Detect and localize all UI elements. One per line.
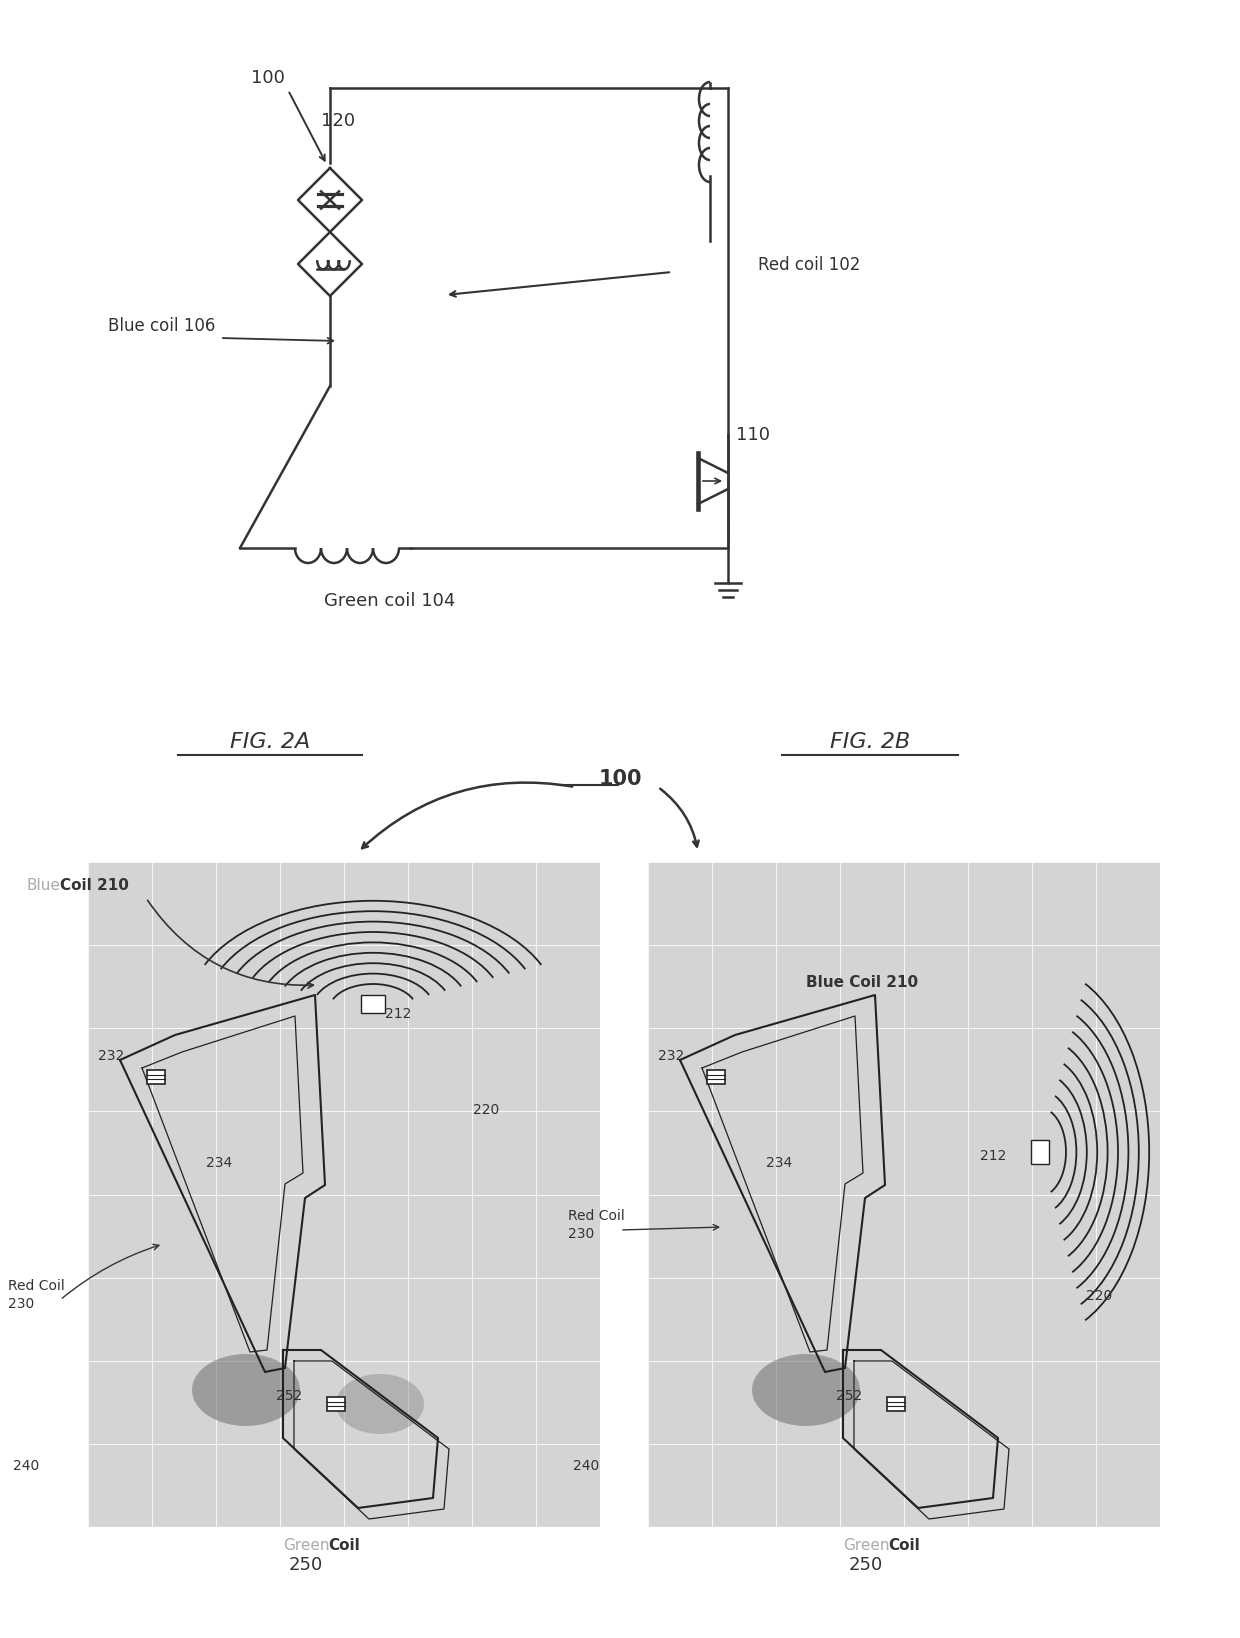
Text: 250: 250 — [849, 1556, 883, 1574]
Text: Green coil 104: Green coil 104 — [325, 591, 455, 609]
Text: FIG. 2A: FIG. 2A — [229, 732, 310, 752]
Text: 100: 100 — [250, 69, 285, 87]
Text: 212: 212 — [980, 1148, 1007, 1163]
Text: Coil 210: Coil 210 — [60, 878, 129, 893]
Text: 110: 110 — [737, 426, 770, 444]
Text: 252: 252 — [277, 1389, 303, 1404]
Bar — [887, 1397, 905, 1410]
Ellipse shape — [751, 1355, 861, 1427]
Text: FIG. 2B: FIG. 2B — [830, 732, 910, 752]
Text: 100: 100 — [598, 768, 642, 790]
Ellipse shape — [336, 1374, 424, 1433]
Text: 230: 230 — [568, 1227, 594, 1242]
Text: Green: Green — [843, 1538, 889, 1553]
Bar — [148, 1070, 165, 1084]
Text: Red Coil: Red Coil — [568, 1209, 625, 1224]
Bar — [88, 862, 600, 1527]
Text: Coil: Coil — [888, 1538, 920, 1553]
Text: Green: Green — [283, 1538, 330, 1553]
Text: Red coil 102: Red coil 102 — [758, 256, 861, 274]
Text: 220: 220 — [1086, 1289, 1112, 1302]
Text: 234: 234 — [206, 1156, 232, 1170]
Bar — [327, 1397, 345, 1410]
Text: 232: 232 — [98, 1048, 124, 1063]
Text: Blue Coil 210: Blue Coil 210 — [806, 975, 918, 989]
Text: 120: 120 — [321, 111, 355, 129]
Bar — [649, 862, 1159, 1527]
Text: 212: 212 — [384, 1007, 412, 1020]
Text: 252: 252 — [836, 1389, 862, 1404]
Text: Blue: Blue — [26, 878, 60, 893]
Text: 234: 234 — [766, 1156, 792, 1170]
Text: 240: 240 — [573, 1459, 599, 1473]
Text: 240: 240 — [12, 1459, 40, 1473]
Ellipse shape — [192, 1355, 300, 1427]
Bar — [707, 1070, 725, 1084]
Text: 230: 230 — [7, 1297, 35, 1310]
Bar — [361, 994, 384, 1012]
Text: 220: 220 — [472, 1102, 500, 1117]
Text: Red Coil: Red Coil — [7, 1279, 64, 1292]
Text: 250: 250 — [289, 1556, 324, 1574]
Text: Coil: Coil — [329, 1538, 360, 1553]
Text: 232: 232 — [658, 1048, 684, 1063]
Text: Blue coil 106: Blue coil 106 — [108, 318, 215, 336]
Bar — [1030, 1140, 1049, 1165]
